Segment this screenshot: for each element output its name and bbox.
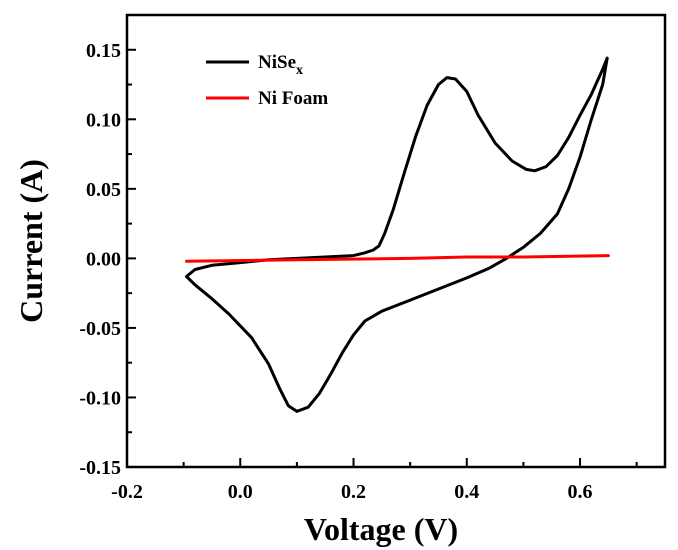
- legend-label: NiSex: [258, 52, 303, 78]
- y-tick-label: 0.00: [86, 248, 121, 270]
- y-tick-label: -0.05: [79, 318, 121, 340]
- legend-label: Ni Foam: [258, 88, 328, 109]
- x-tick-label: -0.2: [111, 481, 143, 503]
- x-tick-label: 0.4: [454, 481, 479, 503]
- series-line-nise: [185, 56, 609, 413]
- y-tick-label: 0.15: [86, 40, 121, 62]
- y-tick-label: -0.15: [79, 457, 121, 479]
- legend-label-subscript: x: [296, 63, 303, 78]
- x-tick-label: 0.2: [341, 481, 366, 503]
- x-tick-label: 0.0: [228, 481, 253, 503]
- legend: NiSex Ni Foam: [206, 52, 328, 109]
- y-axis-title: Current (A): [13, 159, 49, 323]
- y-tick-label: 0.05: [86, 179, 121, 201]
- y-tick-label: -0.10: [79, 387, 121, 409]
- x-tick-label: 0.6: [568, 481, 593, 503]
- x-axis-title: Voltage (V): [304, 511, 458, 547]
- plot-series: [185, 56, 610, 413]
- y-tick-label: 0.10: [86, 109, 121, 131]
- series-line-ni-foam: [185, 254, 610, 263]
- plot-frame: [125, 13, 667, 469]
- axes: -0.2 0.0 0.2 0.4 0.6 -0.15 -0.10 -0.05 0.00 0.05 0…: [79, 13, 667, 503]
